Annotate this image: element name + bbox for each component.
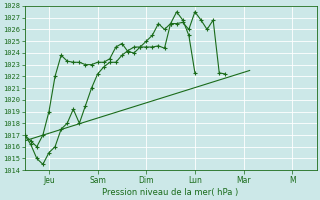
X-axis label: Pression niveau de la mer( hPa ): Pression niveau de la mer( hPa ): [102, 188, 239, 197]
